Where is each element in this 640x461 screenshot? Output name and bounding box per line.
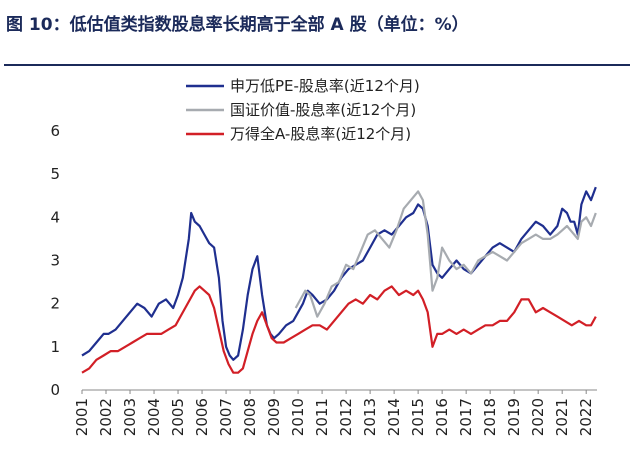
- x-tick-label: 2001: [73, 398, 91, 436]
- x-tick-label: 2012: [337, 398, 355, 436]
- x-tick-label: 2018: [481, 398, 499, 436]
- y-tick-label: 5: [50, 165, 60, 183]
- x-tick-label: 2010: [289, 398, 307, 436]
- series-line-2: [81, 285, 597, 374]
- axes: 0 1 2 3 4 5 6 2001 2002 2003 2004 2005 2006 2007 2008 2…: [50, 122, 597, 436]
- x-tick-label: 2014: [385, 398, 403, 436]
- legend: 申万低PE-股息率(近12个月) 国证价值-股息率(近12个月) 万得全A-股息率(…: [186, 77, 420, 143]
- x-tick-label: 2005: [169, 398, 187, 436]
- x-tick-label: 2003: [121, 398, 139, 436]
- x-tick-label: 2020: [529, 398, 547, 436]
- y-tick-label: 2: [50, 295, 60, 313]
- y-tick-label: 0: [50, 381, 60, 399]
- y-tick-label: 1: [50, 338, 60, 356]
- x-tick-label: 2002: [97, 398, 115, 436]
- x-tick-label: 2022: [577, 398, 595, 436]
- y-tick-label: 4: [50, 208, 60, 226]
- legend-label-0: 申万低PE-股息率(近12个月): [230, 77, 420, 95]
- series-line-1: [294, 190, 597, 318]
- y-tick-label: 6: [50, 122, 60, 140]
- x-tick-label: 2013: [361, 398, 379, 436]
- x-tick-label: 2021: [553, 398, 571, 436]
- x-tick-label: 2019: [505, 398, 523, 436]
- legend-label-1: 国证价值-股息率(近12个月): [230, 101, 416, 119]
- x-tick-label: 2015: [409, 398, 427, 436]
- x-tick-label: 2004: [145, 398, 163, 436]
- x-tick-label: 2006: [193, 398, 211, 436]
- y-tick-label: 3: [50, 252, 60, 270]
- x-tick-label: 2017: [457, 398, 475, 436]
- title-divider: [4, 64, 630, 66]
- x-tick-label: 2016: [433, 398, 451, 436]
- x-tick-label: 2009: [265, 398, 283, 436]
- chart-title: 图 10：低估值类指数股息率长期高于全部 A 股（单位：%）: [6, 15, 469, 35]
- x-tick-label: 2007: [217, 398, 235, 436]
- series-layer: [81, 186, 597, 374]
- x-tick-label: 2008: [241, 398, 259, 436]
- x-tick-label: 2011: [313, 398, 331, 436]
- legend-label-2: 万得全A-股息率(近12个月): [230, 125, 411, 143]
